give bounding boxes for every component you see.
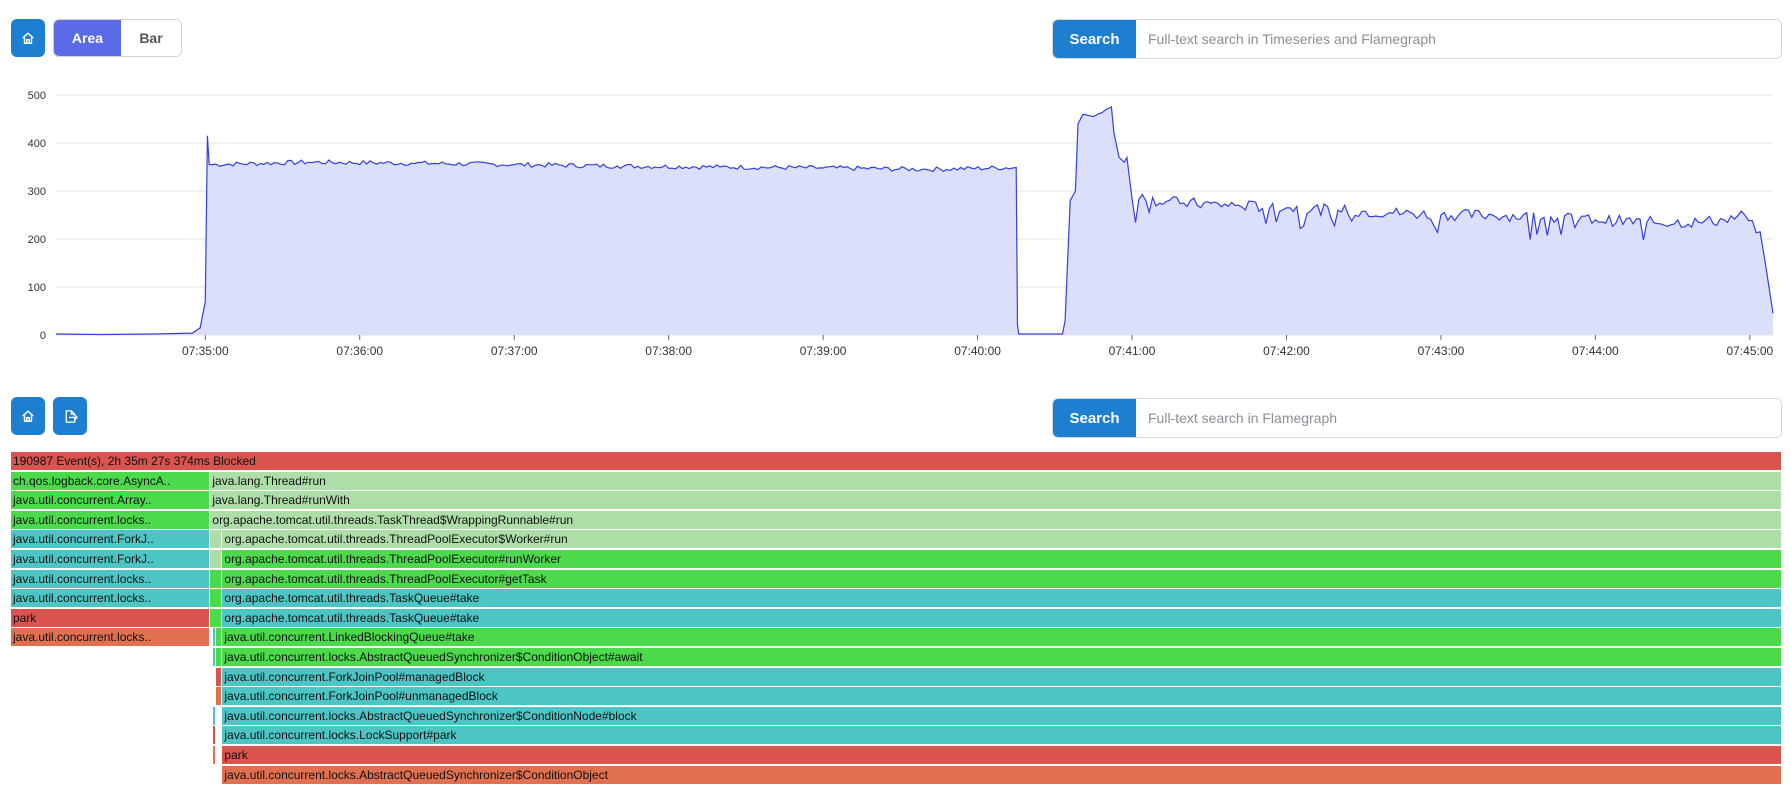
flamegraph-search-input[interactable] — [1136, 399, 1781, 437]
flamegraph-frame[interactable] — [216, 648, 222, 666]
y-tick-label: 300 — [28, 186, 46, 198]
flamegraph-frame[interactable] — [212, 648, 216, 666]
search-input[interactable] — [1136, 20, 1781, 58]
flamegraph-frame[interactable]: java.util.concurrent.ForkJoinPool#manage… — [222, 667, 1781, 686]
x-axis: 07:35:00 07:36:00 07:37:00 07:38:00 07:39:00… — [182, 335, 1774, 358]
y-tick-label: 500 — [28, 90, 46, 102]
flamegraph-frame[interactable]: 190987 Event(s), 2h 35m 27s 374ms Blocke… — [11, 452, 1781, 470]
x-tick-label: 07:39:00 — [800, 344, 847, 358]
series-line — [55, 106, 1774, 336]
flamegraph-frame[interactable]: org.apache.tomcat.util.threads.TaskQueue… — [222, 608, 1781, 627]
flamegraph-frame[interactable]: java.lang.Thread#runWith — [210, 491, 1781, 510]
y-axis: 0 100 200 300 400 500 — [28, 90, 46, 342]
home-button[interactable] — [11, 19, 45, 57]
flamegraph-frame[interactable]: java.util.concurrent.locks.AbstractQueue… — [222, 648, 1781, 666]
flamegraph-frame[interactable]: java.util.concurrent.ForkJ.. — [11, 530, 210, 549]
flamegraph-frame[interactable]: org.apache.tomcat.util.threads.TaskQueue… — [222, 589, 1781, 608]
flamegraph-frame[interactable]: java.util.concurrent.ForkJ.. — [11, 550, 210, 568]
flamegraph-frame[interactable] — [210, 530, 222, 549]
x-tick-label: 07:40:00 — [954, 344, 1001, 358]
timeseries-area-chart[interactable]: 0 100 200 300 400 500 07:35:00 07:36:00 07:37:0… — [0, 80, 1791, 370]
flamegraph-search-button[interactable]: Search — [1053, 399, 1136, 437]
x-tick-label: 07:44:00 — [1572, 344, 1619, 358]
bar-toggle-button[interactable]: Bar — [121, 20, 181, 56]
flamegraph-frame[interactable] — [212, 746, 216, 764]
flamegraph-frame[interactable]: java.util.concurrent.locks.. — [11, 569, 210, 588]
flamegraph-frame[interactable]: java.util.concurrent.locks.. — [11, 510, 210, 529]
flamegraph-frame[interactable]: park — [222, 746, 1781, 764]
flamegraph-frame[interactable] — [216, 667, 222, 686]
flamegraph-frame[interactable]: org.apache.tomcat.util.threads.TaskThrea… — [210, 510, 1781, 529]
flamegraph-home-button[interactable] — [11, 397, 45, 435]
chart-type-toggle: Area Bar — [53, 19, 182, 57]
flamegraph-frame[interactable] — [212, 628, 216, 647]
flamegraph-export-button[interactable] — [53, 397, 87, 435]
flamegraph-frame[interactable]: java.util.concurrent.locks.AbstractQueue… — [222, 706, 1781, 725]
flamegraph-frame[interactable] — [210, 589, 222, 608]
flamegraph-frame[interactable]: org.apache.tomcat.util.threads.ThreadPoo… — [222, 569, 1781, 588]
home-icon — [21, 409, 35, 423]
x-tick-label: 07:45:00 — [1726, 344, 1773, 358]
area-toggle-button[interactable]: Area — [54, 20, 121, 56]
home-icon — [21, 31, 35, 45]
x-tick-label: 07:41:00 — [1109, 344, 1156, 358]
flamegraph-frame[interactable]: java.util.concurrent.locks.AbstractQueue… — [222, 765, 1781, 784]
flamegraph-frame[interactable] — [216, 628, 222, 647]
flamegraph-frame[interactable]: java.util.concurrent.locks.LockSupport#p… — [222, 726, 1781, 745]
flamegraph-frame[interactable]: java.util.concurrent.LinkedBlockingQueue… — [222, 628, 1781, 647]
flamegraph-frame[interactable]: org.apache.tomcat.util.threads.ThreadPoo… — [222, 530, 1781, 549]
flamegraph-frame[interactable] — [212, 726, 216, 745]
chart-series — [55, 106, 1774, 336]
flamegraph-frame[interactable] — [210, 550, 222, 568]
flamegraph-frame[interactable]: park — [11, 608, 210, 627]
flamegraph-frame[interactable]: java.util.concurrent.Array.. — [11, 491, 210, 510]
flamegraph-search: Search — [1052, 398, 1782, 438]
export-icon — [63, 409, 78, 424]
timeseries-search: Search — [1052, 19, 1782, 59]
flamegraph-frame[interactable]: java.util.concurrent.locks.. — [11, 589, 210, 608]
flamegraph-frame[interactable]: java.util.concurrent.ForkJoinPool#unmana… — [222, 687, 1781, 706]
x-tick-label: 07:43:00 — [1418, 344, 1465, 358]
flamegraph-frame[interactable] — [216, 687, 222, 706]
search-button[interactable]: Search — [1053, 20, 1136, 58]
series-area — [56, 107, 1773, 335]
x-tick-label: 07:36:00 — [336, 344, 383, 358]
flamegraph-frame[interactable]: org.apache.tomcat.util.threads.ThreadPoo… — [222, 550, 1781, 568]
flamegraph-frame[interactable]: java.lang.Thread#run — [210, 471, 1781, 490]
x-tick-label: 07:38:00 — [645, 344, 692, 358]
flamegraph-frame[interactable] — [210, 608, 222, 627]
flamegraph-frame[interactable] — [212, 706, 216, 725]
x-tick-label: 07:37:00 — [491, 344, 538, 358]
y-tick-label: 100 — [28, 282, 46, 294]
flamegraph-frame[interactable]: java.util.concurrent.locks.. — [11, 628, 210, 647]
y-tick-label: 0 — [40, 330, 46, 342]
flamegraph-frame[interactable]: ch.qos.logback.core.AsyncA.. — [11, 471, 210, 490]
y-tick-label: 200 — [28, 234, 46, 246]
y-tick-label: 400 — [28, 138, 46, 150]
x-tick-label: 07:35:00 — [182, 344, 229, 358]
flamegraph-frame[interactable] — [210, 569, 222, 588]
x-tick-label: 07:42:00 — [1263, 344, 1310, 358]
